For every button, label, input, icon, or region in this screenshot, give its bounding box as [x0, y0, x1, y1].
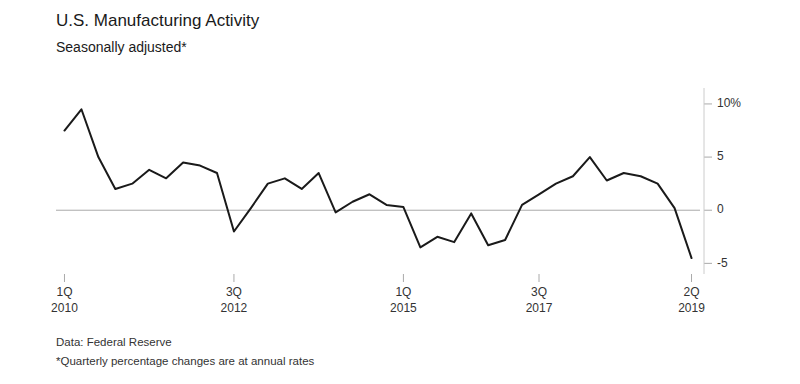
y-tick [704, 103, 712, 104]
footnote: *Quarterly percentage changes are at ann… [56, 355, 315, 367]
x-tick-label: 2Q2019 [678, 285, 705, 315]
x-tick-label: 1Q2015 [390, 285, 417, 315]
chart-container: U.S. Manufacturing Activity Seasonally ad… [0, 0, 800, 384]
x-tick-label: 3Q2012 [221, 285, 248, 315]
y-tick [704, 210, 712, 211]
y-tick-label: 0 [717, 202, 724, 216]
y-tick [704, 157, 712, 158]
plot-area [64, 109, 691, 258]
y-tick-label: -5 [717, 256, 728, 270]
x-tick [233, 274, 234, 282]
title: U.S. Manufacturing Activity [56, 11, 260, 30]
y-tick [704, 263, 712, 264]
zero-line [56, 210, 700, 211]
y-tick-label: 10% [717, 96, 741, 110]
footnote: Data: Federal Reserve [56, 336, 172, 348]
x-tick [691, 274, 692, 282]
data-line [64, 109, 691, 258]
x-tick [64, 274, 65, 282]
chart-svg: U.S. Manufacturing Activity Seasonally ad… [0, 0, 800, 384]
x-tick [403, 274, 404, 282]
subtitle: Seasonally adjusted* [56, 39, 187, 55]
x-tick-label: 1Q2010 [51, 285, 78, 315]
x-tick-label: 3Q2017 [526, 285, 553, 315]
axes: -5 0 5 10% 1Q2010 3Q2012 1Q2015 3Q2017 2Q2019 [51, 88, 741, 315]
x-tick [539, 274, 540, 282]
y-axis-line [704, 88, 705, 274]
y-tick-label: 5 [717, 149, 724, 163]
